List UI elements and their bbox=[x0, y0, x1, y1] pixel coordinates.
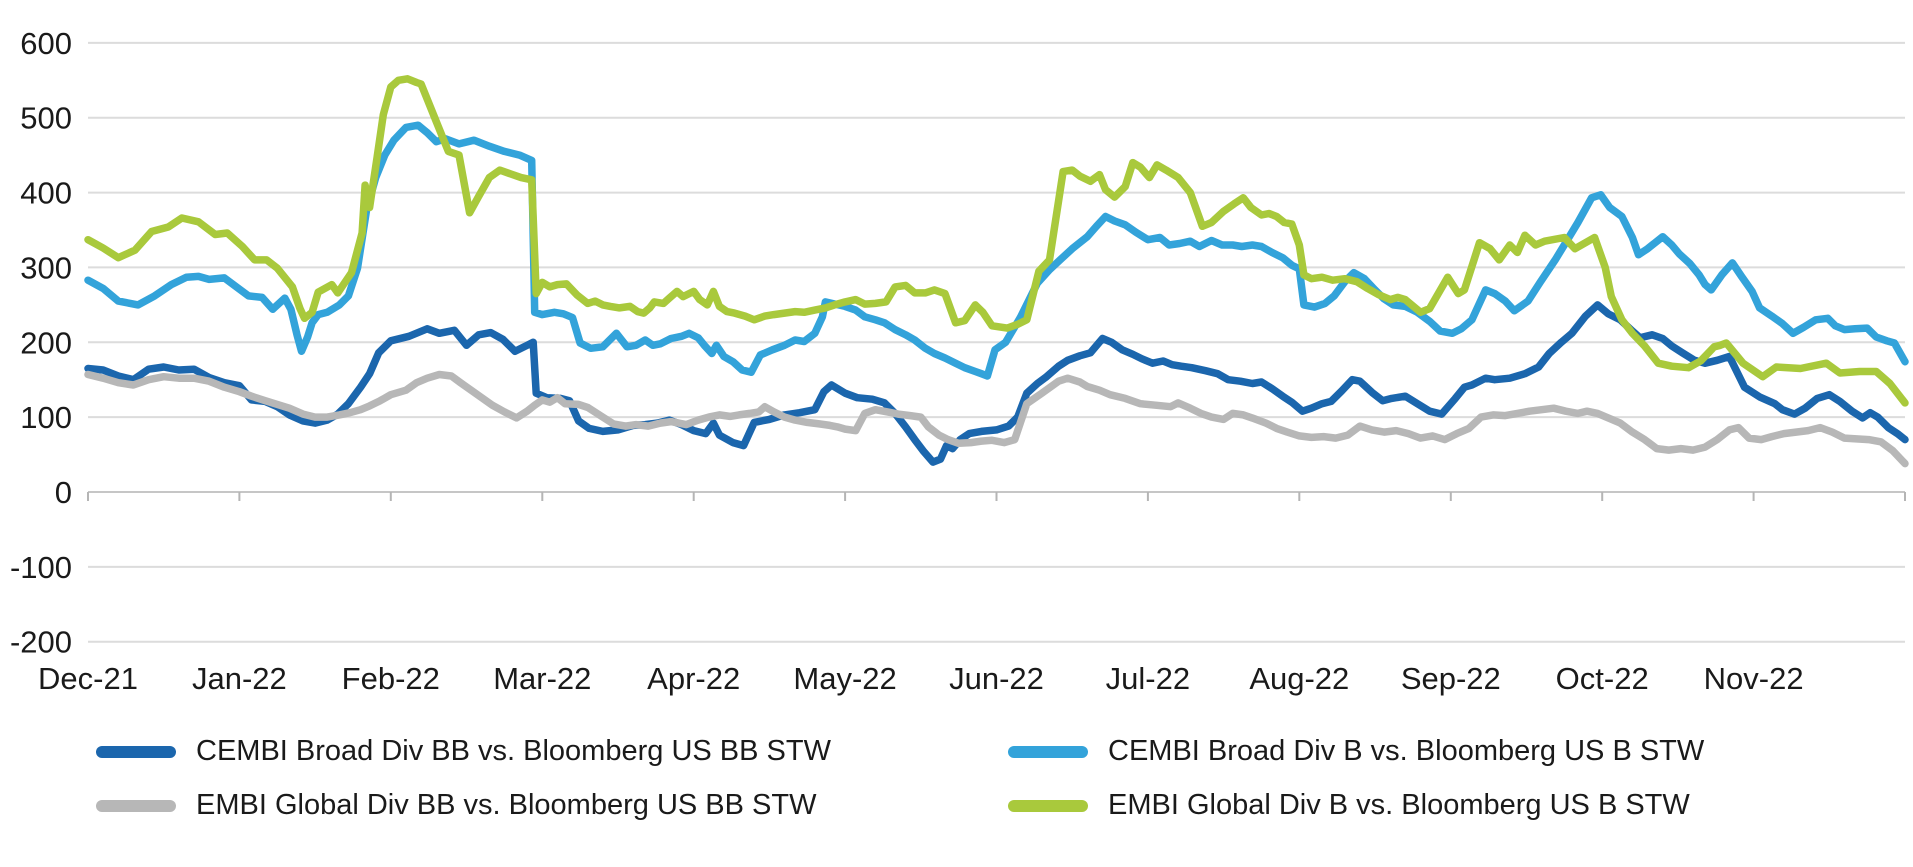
legend-item-cembi_b: CEMBI Broad Div B vs. Bloomberg US B STW bbox=[1008, 735, 1913, 768]
x-axis-label: Feb-22 bbox=[342, 661, 440, 696]
x-axis-label: Aug-22 bbox=[1249, 661, 1349, 696]
y-axis-label: 0 bbox=[55, 475, 72, 510]
x-axis-label: Apr-22 bbox=[647, 661, 740, 696]
y-axis-label: 200 bbox=[20, 325, 72, 360]
legend-swatch-embi_b bbox=[1008, 799, 1088, 812]
x-axis-label: Jul-22 bbox=[1106, 661, 1190, 696]
series-line-embi_b bbox=[84, 75, 1909, 407]
legend-swatch-cembi_bb bbox=[96, 745, 176, 758]
series-line-cembi_b bbox=[84, 121, 1909, 380]
legend-item-embi_bb: EMBI Global Div BB vs. Bloomberg US BB S… bbox=[96, 788, 1008, 822]
x-axis-label: Jun-22 bbox=[949, 661, 1044, 696]
series-line-embi_bb bbox=[84, 370, 1909, 468]
legend-item-embi_b: EMBI Global Div B vs. Bloomberg US B STW bbox=[1008, 788, 1913, 822]
legend-swatch-cembi_b bbox=[1008, 745, 1088, 758]
x-axis-label: Oct-22 bbox=[1556, 661, 1649, 696]
x-axis-label: Mar-22 bbox=[493, 661, 591, 696]
series-line-cembi_bb bbox=[84, 301, 1909, 466]
x-axis-label: May-22 bbox=[793, 661, 896, 696]
y-axis-label: -200 bbox=[10, 625, 72, 660]
chart-area: 600 500 400 300 200 100 0 -100 -200 Dec-21 Jan-22 F… bbox=[10, 26, 1909, 696]
chart-legend: CEMBI Broad Div BB vs. Bloomberg US BB S… bbox=[0, 735, 1913, 822]
legend-label-cembi_bb: CEMBI Broad Div BB vs. Bloomberg US BB S… bbox=[196, 735, 831, 767]
y-axis-label: 600 bbox=[20, 26, 72, 61]
y-axis-label: 400 bbox=[20, 176, 72, 211]
y-axis-label: 300 bbox=[20, 250, 72, 285]
y-axis-label: -100 bbox=[10, 550, 72, 585]
legend-swatch-embi_bb bbox=[96, 799, 176, 812]
x-axis-label: Sep-22 bbox=[1401, 661, 1501, 696]
legend-label-embi_b: EMBI Global Div B vs. Bloomberg US B STW bbox=[1108, 788, 1690, 821]
y-axis-label: 500 bbox=[20, 101, 72, 136]
y-axis-label: 100 bbox=[20, 400, 72, 435]
legend-label-cembi_b: CEMBI Broad Div B vs. Bloomberg US B STW bbox=[1108, 735, 1705, 767]
legend-item-cembi_bb: CEMBI Broad Div BB vs. Bloomberg US BB S… bbox=[96, 735, 1008, 768]
x-axis-label: Nov-22 bbox=[1704, 661, 1804, 696]
legend-label-embi_bb: EMBI Global Div BB vs. Bloomberg US BB S… bbox=[196, 788, 817, 821]
x-axis-label: Dec-21 bbox=[38, 661, 138, 696]
x-axis-label: Jan-22 bbox=[192, 661, 287, 696]
